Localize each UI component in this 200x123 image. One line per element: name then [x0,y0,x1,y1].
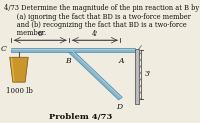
Text: 3': 3' [144,70,150,78]
Text: Problem 4/73: Problem 4/73 [49,113,112,121]
Text: (a) ignoring the fact that BD is a two-force member: (a) ignoring the fact that BD is a two-f… [4,13,191,21]
Text: C: C [1,45,7,53]
Text: member.: member. [4,29,46,37]
Text: 1000 lb: 1000 lb [6,87,32,95]
Text: D: D [117,103,123,111]
Polygon shape [10,57,28,82]
Bar [135,49,139,104]
Text: and (b) recognizing the fact that BD is a two-force: and (b) recognizing the fact that BD is … [4,21,187,29]
Polygon shape [67,49,122,100]
Text: 4': 4' [92,30,98,38]
Text: A: A [118,57,124,65]
Bar [11,48,135,52]
Text: 4/73 Determine the magnitude of the pin reaction at B by: 4/73 Determine the magnitude of the pin … [4,4,199,12]
Text: B: B [65,57,71,65]
Text: 6': 6' [37,30,43,38]
